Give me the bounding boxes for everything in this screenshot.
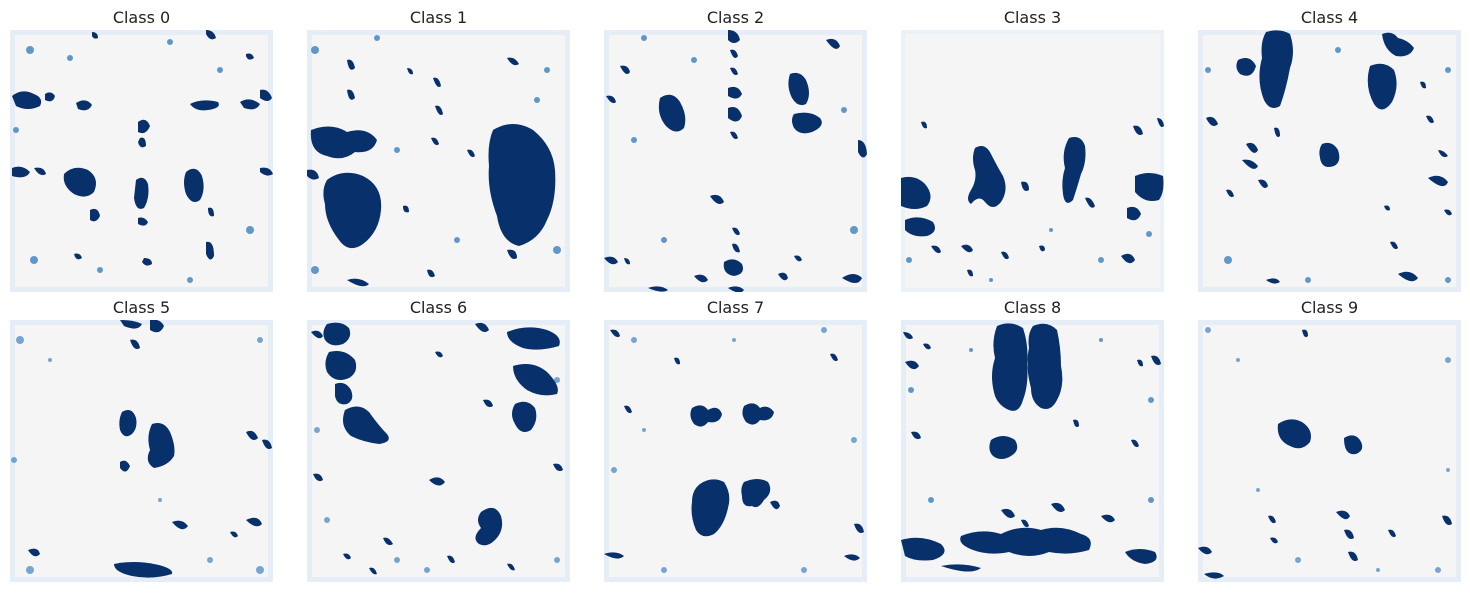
- heatmap-class-8: [901, 320, 1164, 582]
- heatmap-class-2: [604, 30, 867, 292]
- heatmap-class-7: [604, 320, 867, 582]
- panel-title: Class 0: [112, 8, 171, 27]
- panel-title: Class 8: [1003, 298, 1062, 317]
- panel-class-8: Class 8: [901, 295, 1164, 582]
- panel-class-1: Class 1: [307, 5, 570, 292]
- panel-title: Class 6: [409, 298, 468, 317]
- panel-class-5: Class 5: [10, 295, 273, 582]
- heatmap-class-6: [307, 320, 570, 582]
- panel-class-9: Class 9: [1198, 295, 1461, 582]
- heatmap-class-5: [10, 320, 273, 582]
- panel-class-4: Class 4: [1198, 5, 1461, 292]
- panel-title: Class 4: [1300, 8, 1359, 27]
- panel-class-0: Class 0: [10, 5, 273, 292]
- panel-title: Class 2: [706, 8, 765, 27]
- heatmap-class-0: [10, 30, 273, 292]
- heatmap-class-4: [1198, 30, 1461, 292]
- heatmap-class-9: [1198, 320, 1461, 582]
- panel-title: Class 7: [706, 298, 765, 317]
- heatmap-class-1: [307, 30, 570, 292]
- panel-class-2: Class 2: [604, 5, 867, 292]
- panel-title: Class 5: [112, 298, 171, 317]
- panel-class-6: Class 6: [307, 295, 570, 582]
- panel-title: Class 3: [1003, 8, 1062, 27]
- heatmap-class-3: [901, 30, 1164, 292]
- panel-class-7: Class 7: [604, 295, 867, 582]
- panel-title: Class 1: [409, 8, 468, 27]
- panel-class-3: Class 3: [901, 5, 1164, 292]
- panel-title: Class 9: [1300, 298, 1359, 317]
